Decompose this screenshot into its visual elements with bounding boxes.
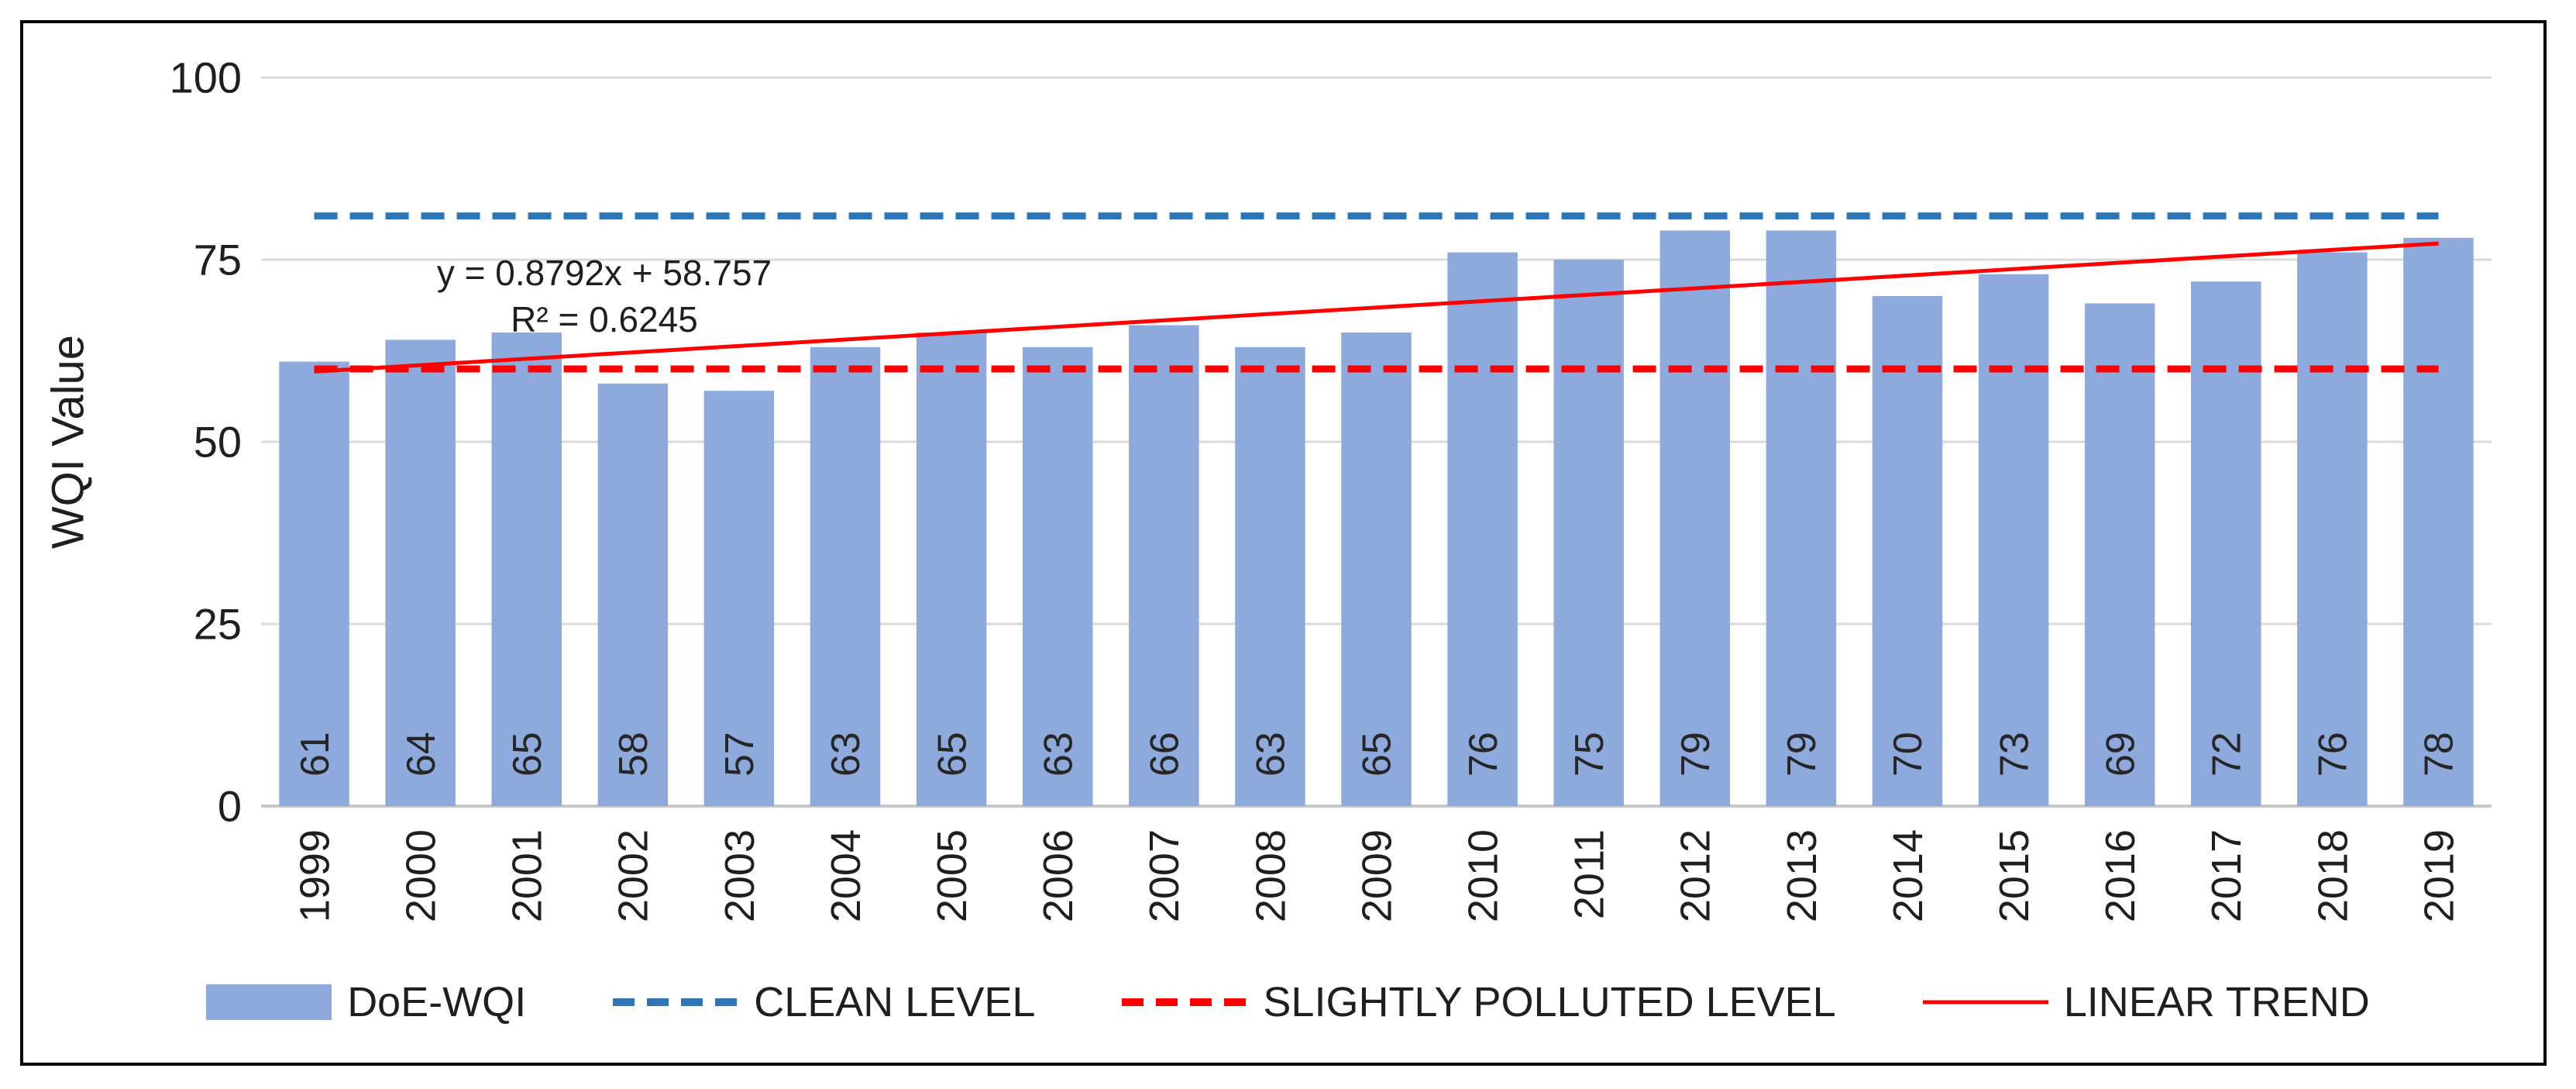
x-tick-label: 2000 (398, 829, 445, 922)
bar-value-label: 79 (1673, 732, 1718, 777)
legend-item-doe-wqi: DoE-WQI (206, 978, 526, 1026)
bar-value-label: 57 (717, 732, 762, 777)
x-tick-label: 2007 (1141, 829, 1188, 922)
bar-value-label: 79 (1780, 732, 1825, 777)
trendline-r-squared: R² = 0.6245 (511, 299, 698, 339)
x-tick-label: 2002 (610, 829, 657, 922)
legend-label-slightly-polluted-level: SLIGHTLY POLLUTED LEVEL (1263, 979, 1836, 1025)
legend-label-clean-level: CLEAN LEVEL (754, 979, 1036, 1025)
bar-value-label: 63 (824, 732, 868, 777)
x-tick-label: 2005 (929, 829, 975, 922)
trendline-equation: y = 0.8792x + 58.757 (436, 253, 772, 293)
x-tick-label: 2003 (717, 829, 763, 922)
x-tick-label: 2010 (1460, 829, 1506, 922)
bar-value-label: 69 (2098, 732, 2143, 777)
legend-item-clean-level: CLEAN LEVEL (613, 978, 1035, 1026)
linear-trend-line (314, 241, 2439, 374)
x-tick-label: 2006 (1035, 829, 1082, 922)
bar (491, 333, 562, 806)
bar-value-label: 65 (1355, 732, 1400, 777)
bar (1978, 274, 2049, 806)
x-tick-label: 2015 (1991, 829, 2038, 922)
bar (1553, 260, 1624, 806)
bar (1766, 230, 1837, 806)
bar (597, 383, 669, 806)
x-tick-label: 2008 (1247, 829, 1294, 922)
y-axis-title: WQI Value (43, 334, 94, 550)
bar-value-label: 78 (2417, 732, 2462, 777)
bar-value-label: 73 (1992, 732, 2037, 777)
y-tick-label: 25 (194, 600, 242, 649)
bar-value-label: 76 (2311, 732, 2356, 777)
trendline-annotation: y = 0.8792x + 58.757 R² = 0.6245 (294, 250, 914, 343)
legend-item-slightly-polluted-level: SLIGHTLY POLLUTED LEVEL (1122, 978, 1836, 1026)
bar-series-swatch (206, 984, 332, 1020)
bar (1447, 252, 1518, 807)
bar-value-label: 58 (611, 732, 656, 777)
bar (1235, 346, 1305, 806)
bar (1022, 346, 1093, 806)
bar (1129, 325, 1199, 807)
x-tick-label: 2017 (2203, 829, 2250, 922)
x-tick-label: 1999 (291, 829, 338, 922)
bar (385, 339, 456, 806)
bar-value-label: 70 (1886, 732, 1931, 777)
x-tick-label: 2016 (2097, 829, 2144, 922)
bar (1341, 333, 1412, 806)
bar (810, 346, 881, 806)
legend-item-linear-trend: LINEAR TREND (1922, 978, 2370, 1026)
bar (1659, 230, 1731, 806)
x-tick-label: 2018 (2309, 829, 2356, 922)
legend: DoE-WQI CLEAN LEVEL SLIGHTLY POLLUTED LE… (0, 978, 2576, 1026)
x-tick-label: 2019 (2416, 829, 2462, 922)
y-tick-label: 100 (170, 53, 242, 102)
y-tick-label: 75 (194, 236, 242, 284)
bar-value-label: 64 (399, 732, 444, 777)
x-tick-label: 2004 (823, 829, 869, 922)
bar (2403, 237, 2474, 806)
x-tick-label: 2011 (1567, 829, 1613, 919)
x-tick-label: 2009 (1353, 829, 1400, 922)
bar (2084, 303, 2155, 806)
bar (916, 333, 987, 806)
bar-value-label: 61 (293, 732, 338, 777)
bar (2297, 252, 2368, 807)
bar (703, 391, 775, 806)
x-tick-label: 2001 (504, 829, 551, 922)
x-tick-label: 2012 (1673, 829, 1719, 922)
x-tick-label: 2013 (1779, 829, 1825, 922)
bar-value-label: 66 (1143, 732, 1188, 777)
y-tick-label: 50 (194, 418, 242, 467)
bar-value-label: 65 (930, 732, 975, 777)
legend-label-linear-trend: LINEAR TREND (2063, 979, 2370, 1025)
figure-border (20, 20, 2547, 1066)
bar-value-label: 63 (1249, 732, 1294, 777)
linear-trend-swatch (1922, 1000, 2048, 1005)
y-tick-label: 0 (218, 782, 242, 831)
bar-value-label: 63 (1036, 732, 1081, 777)
bar-value-label: 72 (2204, 732, 2249, 777)
x-tick-label: 2014 (1885, 829, 1931, 922)
slightly-polluted-level-swatch (1122, 998, 1248, 1006)
bar (279, 361, 349, 807)
clean-level-swatch (613, 998, 739, 1006)
bar-value-label: 76 (1461, 732, 1506, 777)
legend-label-doe-wqi: DoE-WQI (347, 979, 527, 1025)
bar-value-label: 75 (1567, 732, 1612, 777)
bar-value-label: 65 (505, 732, 550, 777)
bar (1872, 296, 1943, 806)
